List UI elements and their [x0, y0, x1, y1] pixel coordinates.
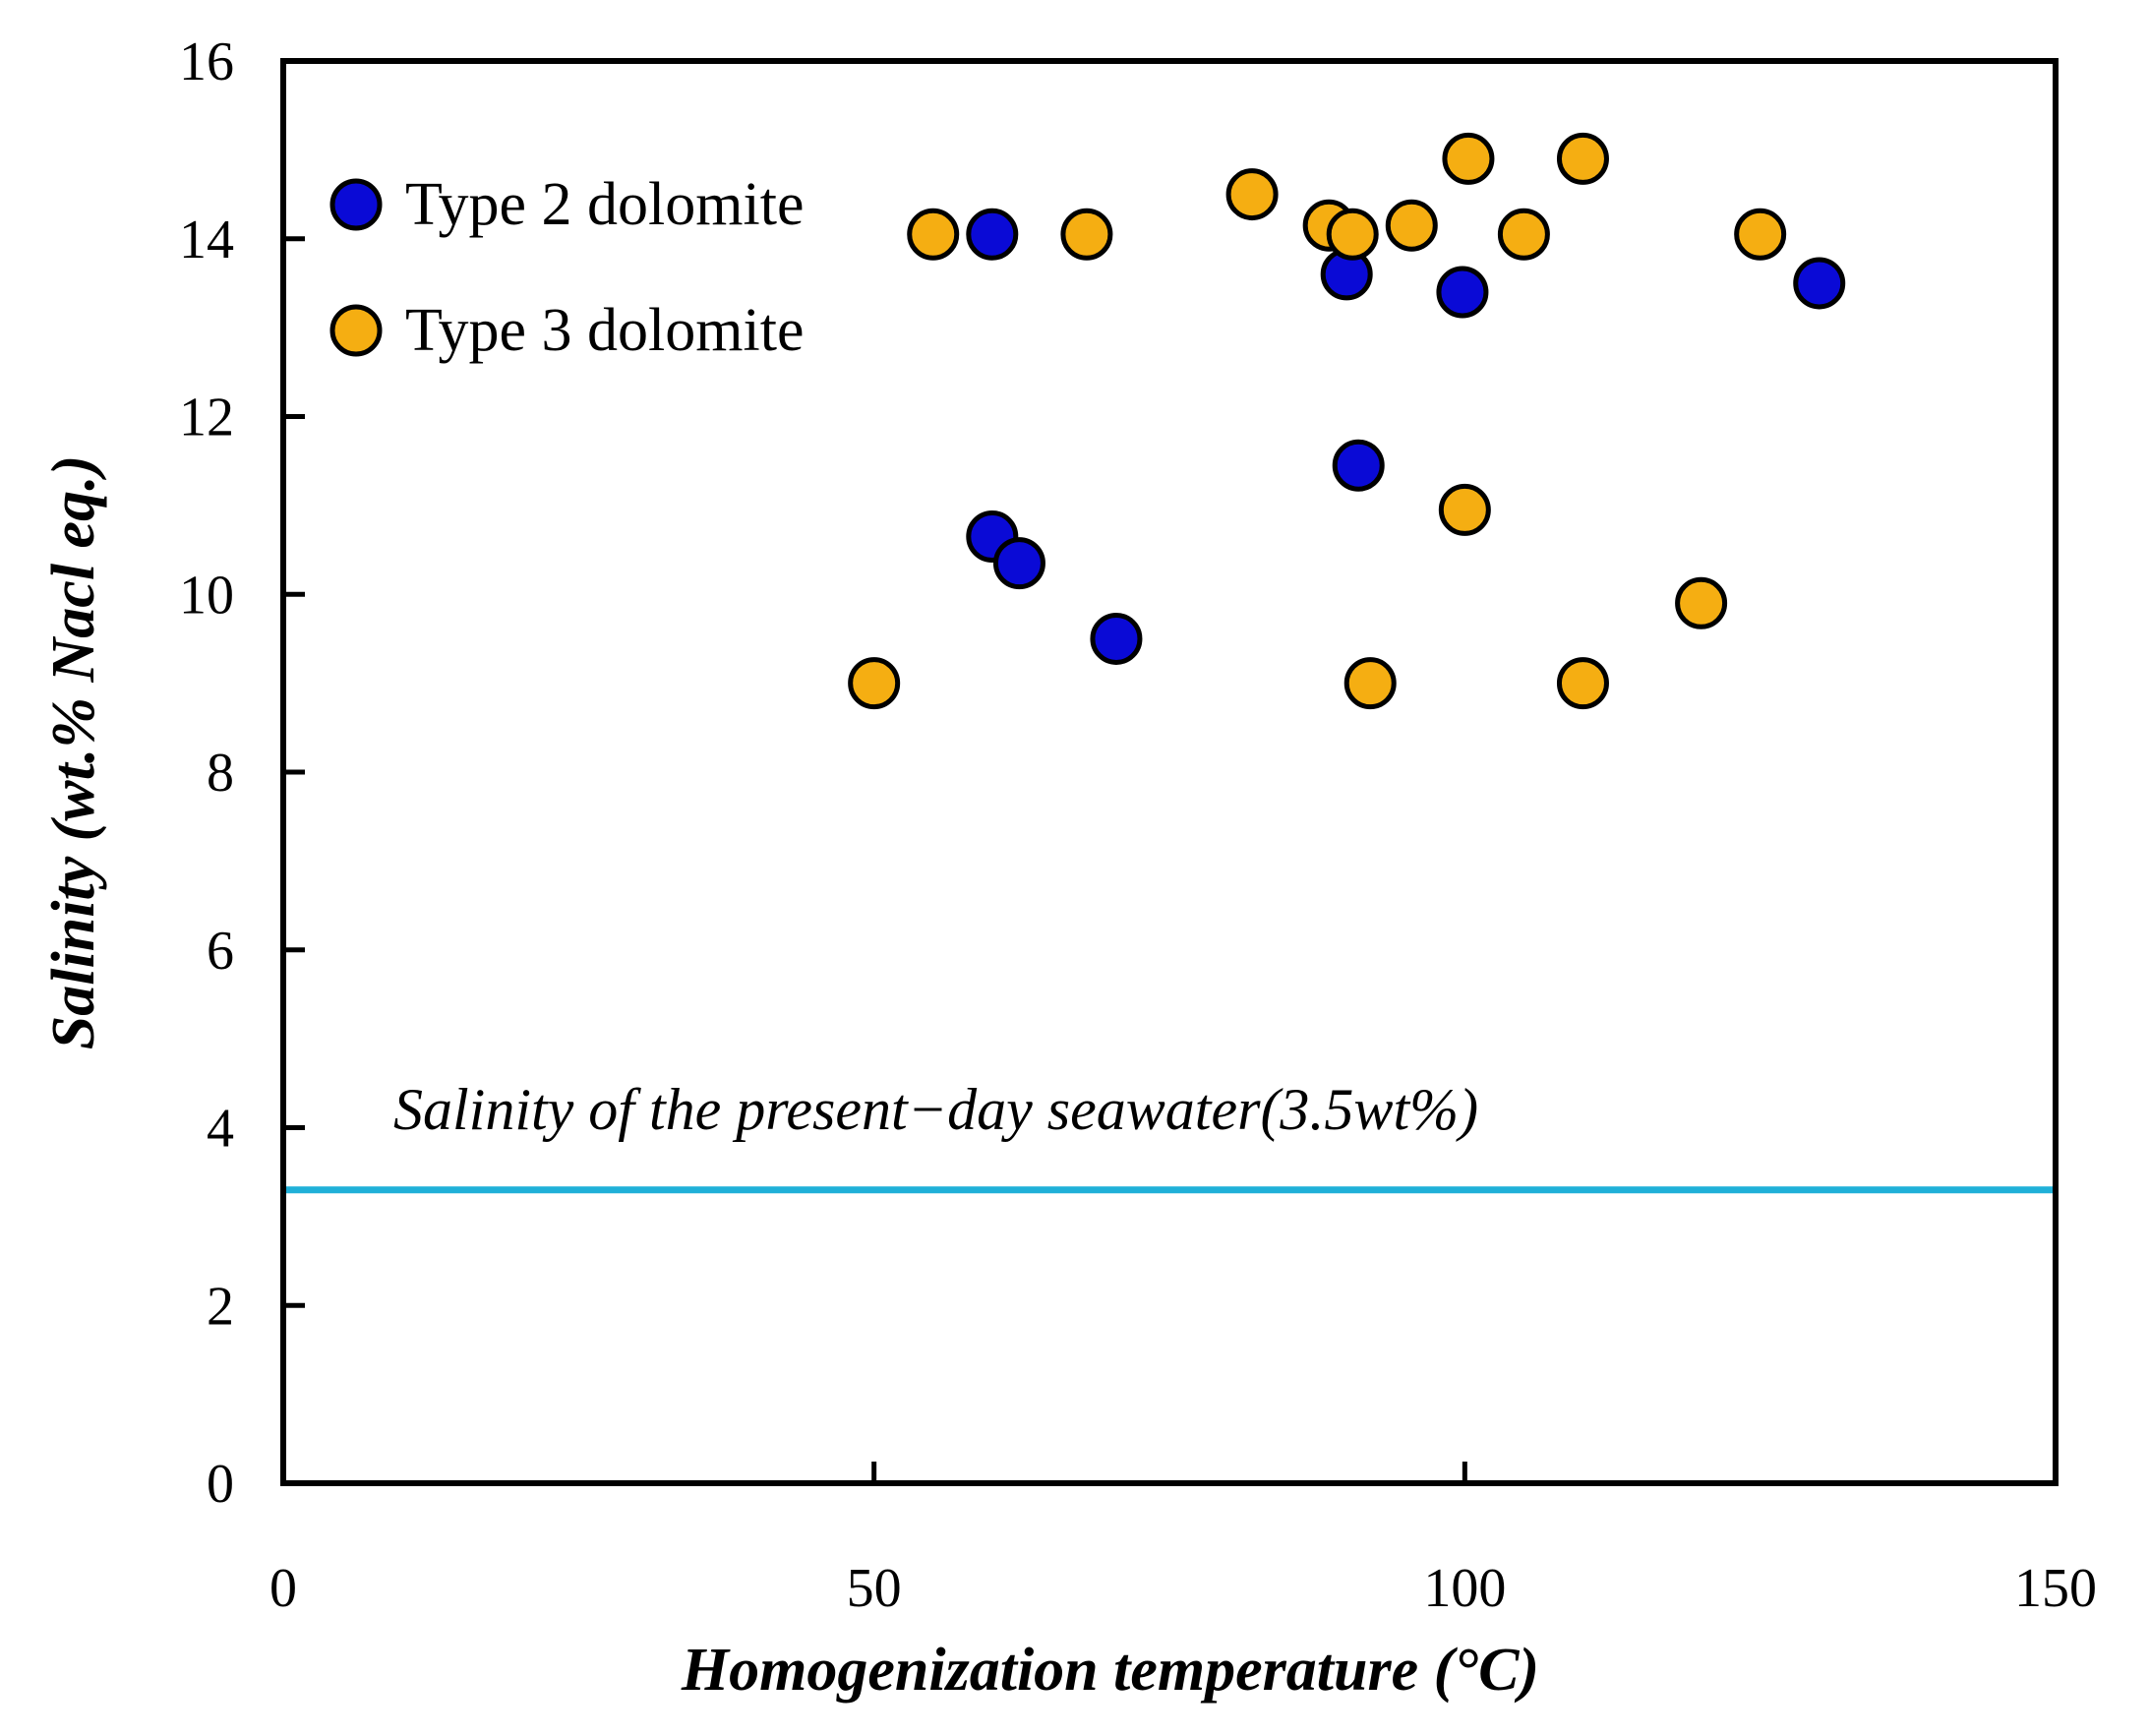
point-series-2 — [848, 657, 901, 710]
legend-marker-2 — [329, 304, 383, 357]
point-series-1 — [1436, 266, 1489, 319]
legend: Type 2 dolomite Type 3 dolomite — [329, 171, 804, 364]
legend-label-1: Type 2 dolomite — [405, 171, 804, 238]
point-series-1 — [1332, 439, 1385, 492]
y-tick-label: 6 — [207, 921, 234, 982]
point-series-2 — [1675, 576, 1728, 629]
point-series-1 — [1090, 612, 1143, 665]
point-series-2 — [1225, 168, 1279, 221]
point-series-2 — [1060, 208, 1113, 261]
x-axis-title: Homogenization temperature (°C) — [681, 1637, 1539, 1704]
point-series-2 — [1343, 657, 1397, 710]
point-series-2 — [1442, 132, 1495, 185]
y-tick-label: 8 — [207, 743, 234, 804]
point-series-2 — [1326, 208, 1379, 261]
point-series-2 — [1438, 483, 1491, 536]
y-tick-label: 12 — [179, 388, 234, 449]
y-tick-label: 0 — [207, 1454, 234, 1515]
seawater-reference-label: Salinity of the present−day seawater(3.5… — [393, 1077, 1478, 1142]
legend-label-2: Type 3 dolomite — [405, 297, 804, 364]
y-tick-label: 10 — [179, 565, 234, 626]
y-tick-label: 14 — [179, 210, 234, 270]
point-series-2 — [907, 208, 960, 261]
x-tick-label: 0 — [269, 1558, 297, 1619]
x-tick-label: 150 — [2014, 1558, 2097, 1619]
point-series-2 — [1734, 208, 1787, 261]
point-series-1 — [1793, 257, 1846, 310]
x-tick-label: 50 — [847, 1558, 902, 1619]
plot-frame — [280, 58, 2059, 1486]
x-tick-label: 100 — [1423, 1558, 1506, 1619]
legend-marker-1 — [329, 178, 383, 231]
point-series-1 — [966, 208, 1019, 261]
y-tick-label: 16 — [179, 31, 234, 92]
point-series-2 — [1556, 132, 1609, 185]
point-series-2 — [1497, 208, 1550, 261]
y-tick-label: 2 — [207, 1276, 234, 1337]
point-series-1 — [992, 537, 1045, 590]
y-axis-title: Salinity (wt.% Nacl eq.) — [40, 455, 107, 1049]
y-tick-label: 4 — [207, 1099, 234, 1160]
point-series-2 — [1385, 199, 1438, 252]
reference-layer: Salinity of the present−day seawater(3.5… — [283, 1077, 2056, 1194]
ticks-layer: 0 50 100 150 0 2 4 6 8 10 12 14 16 — [179, 31, 2097, 1619]
point-series-2 — [1556, 657, 1609, 710]
points-layer — [848, 132, 1846, 710]
